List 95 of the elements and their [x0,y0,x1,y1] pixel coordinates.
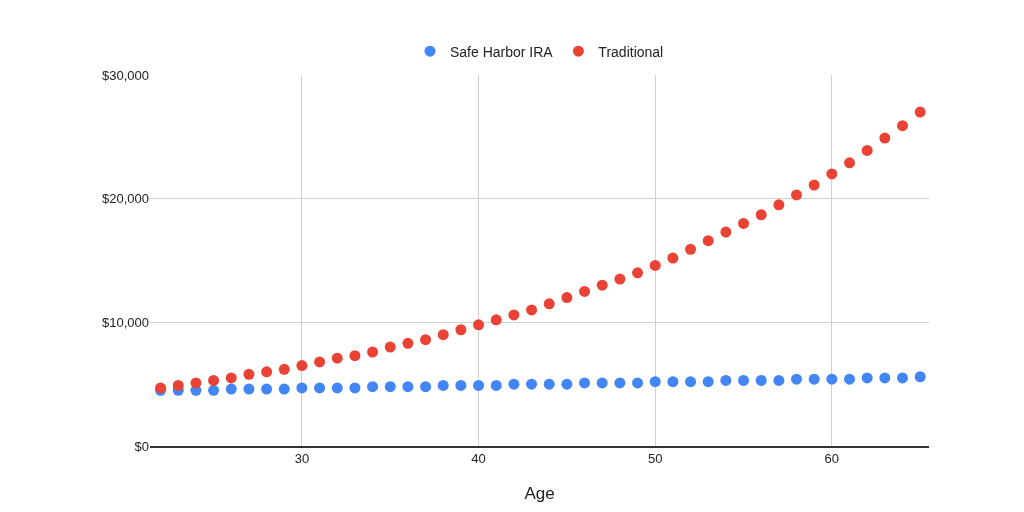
y-tick-label: $20,000 [102,191,149,207]
point [579,285,591,297]
point [208,374,220,386]
point [508,378,520,390]
point [826,373,838,385]
point [826,168,838,180]
point [897,120,908,132]
point [844,157,856,169]
point [808,373,820,385]
point [596,279,608,291]
point [897,372,908,384]
point [455,379,467,391]
x-tick-label: 60 [824,451,840,467]
point [738,374,750,386]
point [473,319,485,331]
point [914,106,926,118]
point [561,378,573,390]
point [367,381,379,393]
point [314,382,326,394]
x-tick-label: 40 [471,451,486,467]
point [437,329,449,341]
point [879,372,891,384]
point [225,383,237,395]
point [685,376,697,388]
point [208,384,220,396]
point [261,366,273,378]
point [508,309,520,321]
y-tick-label: $10,000 [102,314,149,330]
point [243,368,255,380]
point [755,374,767,386]
legend-label: Traditional [598,43,664,60]
point [278,383,290,395]
x-axis-title: Age [524,484,555,504]
point [278,363,290,375]
point [914,371,926,383]
point [420,334,432,346]
point [649,376,661,388]
point [384,381,396,393]
point [614,377,626,389]
point [490,314,502,326]
point [632,267,644,279]
point [526,378,538,390]
point [543,298,555,310]
point [720,226,732,238]
point [702,235,714,247]
point [791,189,803,201]
point [844,373,856,385]
x-tick-label: 50 [647,451,663,467]
point [420,381,432,393]
point [243,383,255,395]
point [331,352,343,364]
point [172,379,184,391]
point [384,341,396,353]
point [367,346,379,358]
point [402,381,414,393]
point [861,372,873,384]
point [596,377,608,389]
point [773,374,785,386]
y-tick-label: $30,000 [102,67,149,83]
point [225,372,237,384]
point [755,209,767,221]
point [490,379,502,391]
point [738,217,750,229]
point [331,382,343,394]
point [349,382,361,394]
point [190,377,202,389]
point [579,377,591,389]
point [632,377,644,389]
point [720,374,732,386]
point [702,376,714,388]
point [791,373,803,385]
point [649,259,661,271]
point [314,356,326,368]
x-tick-label: 30 [294,451,310,467]
legend-label: Safe Harbor IRA [450,43,554,60]
point [808,179,820,191]
point [437,379,449,391]
point [685,243,697,255]
point [773,199,785,211]
point [614,273,626,285]
point [296,360,308,372]
point [526,304,538,316]
y-tick-label: $0 [134,438,149,454]
point [667,376,679,388]
point [402,337,414,349]
point [455,324,467,336]
point [667,252,679,264]
point [296,382,308,394]
point [879,132,891,144]
point [561,292,573,304]
point [861,144,873,156]
point [349,350,361,362]
point [473,379,485,391]
point [261,383,273,395]
point [543,378,555,390]
